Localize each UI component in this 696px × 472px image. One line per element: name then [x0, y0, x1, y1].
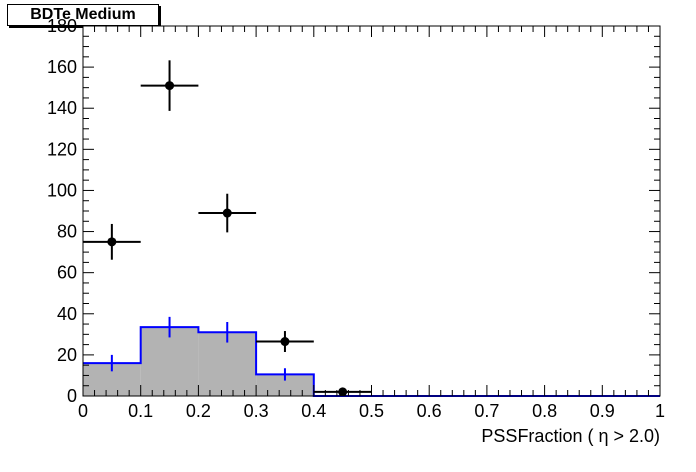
histogram-bar — [256, 374, 314, 396]
x-tick-label: 0.5 — [359, 401, 384, 421]
data-point-marker — [107, 237, 117, 247]
y-tick-label: 20 — [57, 345, 77, 365]
y-tick-label: 80 — [57, 222, 77, 242]
y-tick-label: 140 — [47, 98, 77, 118]
x-tick-labels: 0 0.1 0.2 0.3 0.4 0.5 0.6 0.7 0.8 0.9 1 — [78, 401, 665, 421]
data-point-marker — [280, 337, 290, 347]
data-point-marker — [338, 387, 348, 397]
y-tick-label: 180 — [47, 16, 77, 36]
x-tick-label: 0.9 — [590, 401, 615, 421]
x-tick-label: 0.6 — [417, 401, 442, 421]
y-tick-labels: 0 20 40 60 80 100 120 140 160 180 — [47, 16, 77, 406]
data-point-marker — [222, 208, 232, 218]
data-point — [256, 331, 314, 353]
y-tick-label: 60 — [57, 263, 77, 283]
x-tick-label: 1 — [655, 401, 665, 421]
x-tick-label: 0.7 — [474, 401, 499, 421]
histogram-bar — [198, 332, 257, 396]
x-tick-label: 0.3 — [244, 401, 269, 421]
y-tick-label: 120 — [47, 139, 77, 159]
x-tick-label: 0 — [78, 401, 88, 421]
y-tick-label: 100 — [47, 180, 77, 200]
x-tick-label: 0.8 — [532, 401, 557, 421]
x-axis-title: PSSFraction ( η > 2.0) — [481, 426, 660, 446]
legend-title: BDTe Medium — [30, 6, 136, 23]
x-tick-label: 0.2 — [186, 401, 211, 421]
tick-marks — [82, 25, 661, 397]
data-point — [313, 387, 372, 397]
data-point — [140, 60, 199, 111]
y-tick-label: 0 — [67, 386, 77, 406]
data-points-layer — [83, 60, 372, 397]
data-point — [198, 193, 257, 233]
y-tick-label: 160 — [47, 57, 77, 77]
x-tick-label: 0.4 — [301, 401, 326, 421]
data-point-marker — [165, 81, 175, 91]
data-point — [83, 223, 141, 260]
histogram-bar — [140, 327, 199, 396]
histogram-layer — [83, 316, 660, 397]
y-tick-label: 40 — [57, 304, 77, 324]
x-tick-label: 0.1 — [128, 401, 153, 421]
